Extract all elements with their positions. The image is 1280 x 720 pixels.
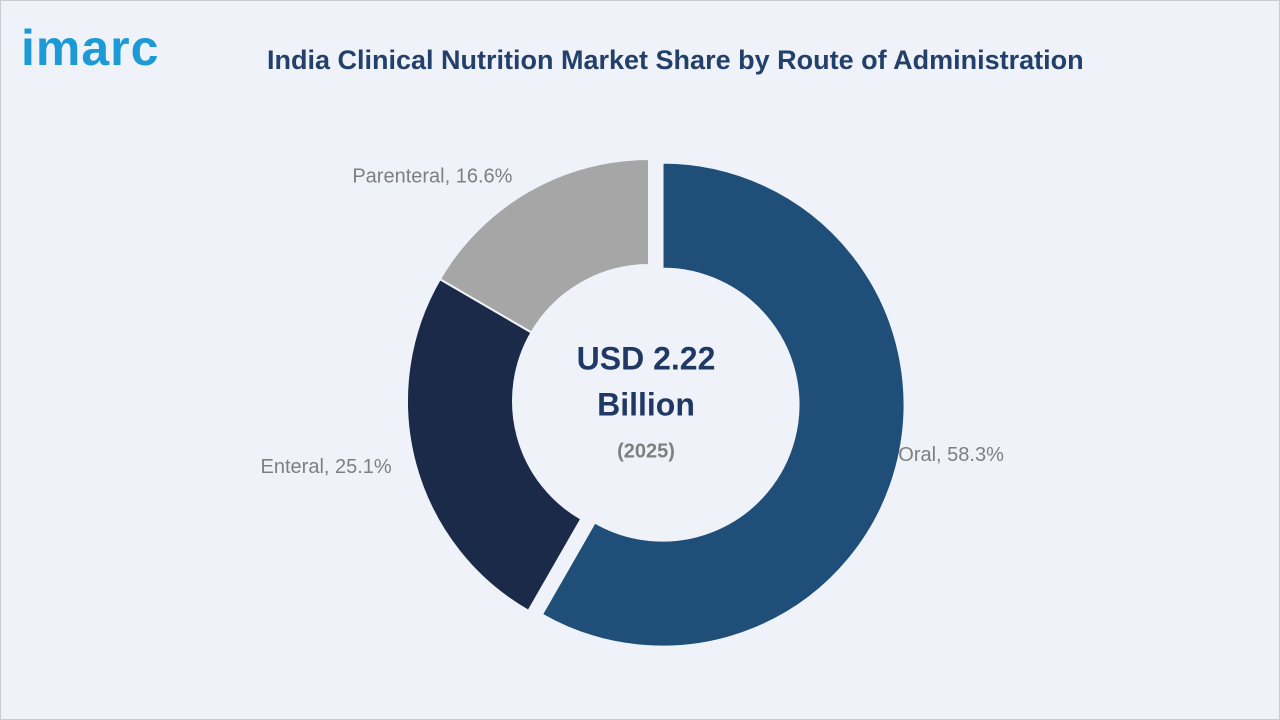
center-label: USD 2.22: [577, 340, 716, 376]
logo: imarc: [21, 20, 160, 76]
donut-segment: [438, 157, 650, 334]
donut-segment: [406, 277, 583, 613]
data-label: Enteral, 25.1%: [261, 456, 392, 478]
data-label: Oral, 58.3%: [898, 444, 1004, 466]
chart-title: India Clinical Nutrition Market Share by…: [267, 45, 1084, 75]
data-label: Parenteral, 16.6%: [352, 166, 512, 188]
center-label: Billion: [597, 386, 695, 422]
center-note: (2025): [617, 440, 675, 462]
donut-segment: [540, 161, 906, 648]
